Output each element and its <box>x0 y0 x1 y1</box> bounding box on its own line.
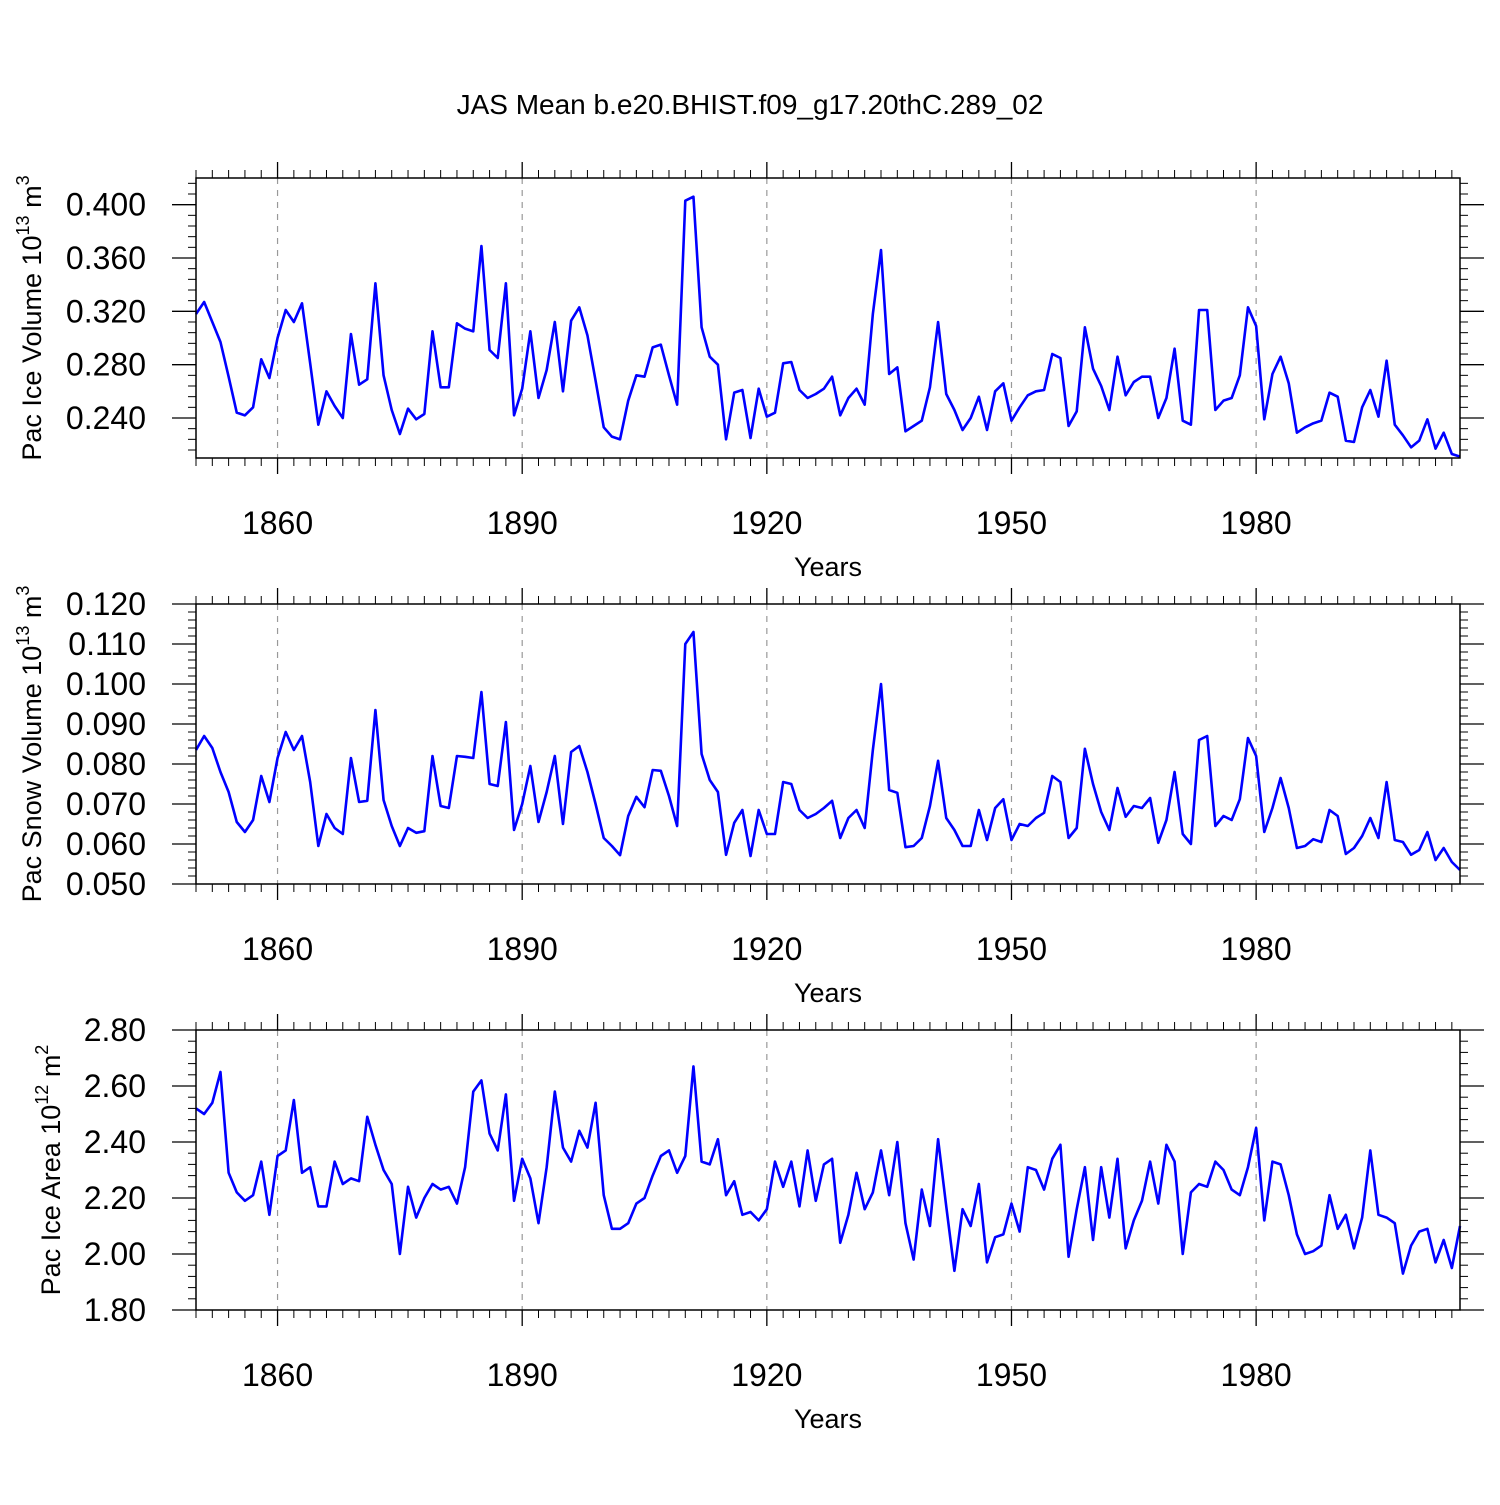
y-tick-label: 2.00 <box>84 1236 146 1272</box>
y-tick-label: 2.40 <box>84 1124 146 1160</box>
x-tick-label: 1920 <box>731 931 802 967</box>
x-tick-label: 1920 <box>731 1357 802 1393</box>
y-tick-label: 0.060 <box>66 826 146 862</box>
y-tick-label: 1.80 <box>84 1292 146 1328</box>
x-tick-label: 1860 <box>242 931 313 967</box>
x-tick-label: 1980 <box>1221 931 1292 967</box>
y-tick-label: 0.080 <box>66 746 146 782</box>
y-tick-label: 0.400 <box>66 187 146 223</box>
y-tick-label: 0.100 <box>66 666 146 702</box>
x-axis-label: Years <box>794 1404 862 1434</box>
x-tick-label: 1890 <box>487 1357 558 1393</box>
plot-frame <box>195 1029 1461 1311</box>
y-axis-label-part: 13 <box>13 215 33 235</box>
y-axis-label: Pac Ice Area 1012 m2 <box>32 1045 66 1296</box>
y-axis-label-part: 3 <box>13 586 33 596</box>
x-tick-label: 1950 <box>976 931 1047 967</box>
chart-panel-1: 1860 1890 1920 1950 1980 0.240 0.280 0.320 0.360… <box>13 162 1484 582</box>
y-axis-label-part: m <box>36 1055 66 1085</box>
y-tick-label: 0.320 <box>66 293 146 329</box>
y-axis-label-part: Pac Ice Area 10 <box>36 1105 66 1296</box>
plot-frame <box>195 603 1461 885</box>
y-axis-label-part: 13 <box>13 626 33 646</box>
figure-title: JAS Mean b.e20.BHIST.f09_g17.20thC.289_0… <box>457 89 1044 120</box>
series-line <box>195 1065 1462 1275</box>
y-axis-label-part: Pac Ice Volume 10 <box>17 235 47 460</box>
y-axis-label: Pac Snow Volume 1013 m3 <box>13 586 47 903</box>
y-tick-label: 0.070 <box>66 786 146 822</box>
x-axis-label: Years <box>794 552 862 582</box>
y-axis-label-part: 12 <box>32 1085 52 1105</box>
y-tick-label: 0.050 <box>66 866 146 902</box>
x-tick-label: 1980 <box>1221 1357 1292 1393</box>
plot-frame <box>195 177 1461 459</box>
y-axis-label-part: 2 <box>32 1045 52 1055</box>
x-tick-label: 1980 <box>1221 505 1292 541</box>
x-tick-label: 1890 <box>487 931 558 967</box>
x-tick-label: 1950 <box>976 505 1047 541</box>
x-tick-label: 1860 <box>242 505 313 541</box>
x-tick-label: 1950 <box>976 1357 1047 1393</box>
x-tick-label: 1890 <box>487 505 558 541</box>
chart-panel-3: 1860 1890 1920 1950 1980 1.80 2.00 2.20 2.40 2.60… <box>32 1012 1484 1434</box>
y-axis-label-part: 3 <box>13 175 33 185</box>
series-line <box>194 195 1461 458</box>
y-tick-label: 0.240 <box>66 400 146 436</box>
y-tick-label: 0.090 <box>66 706 146 742</box>
x-axis-label: Years <box>794 978 862 1008</box>
x-tick-label: 1860 <box>242 1357 313 1393</box>
y-axis-label-part: m <box>17 185 47 215</box>
y-tick-label: 0.280 <box>66 347 146 383</box>
y-axis-label-part: Pac Snow Volume 10 <box>17 646 47 903</box>
y-axis-label-part: m <box>17 596 47 626</box>
y-tick-label: 2.60 <box>84 1068 146 1104</box>
y-axis-label: Pac Ice Volume 1013 m3 <box>13 175 47 460</box>
y-tick-label: 0.120 <box>66 586 146 622</box>
y-tick-label: 0.360 <box>66 240 146 276</box>
x-tick-label: 1920 <box>731 505 802 541</box>
series-line <box>194 630 1461 871</box>
y-tick-label: 0.110 <box>68 626 146 662</box>
chart-panel-2: 1860 1890 1920 1950 1980 0.050 0.060 0.070 0.080… <box>13 586 1484 1008</box>
y-tick-label: 2.20 <box>84 1180 146 1216</box>
y-tick-label: 2.80 <box>84 1012 146 1048</box>
